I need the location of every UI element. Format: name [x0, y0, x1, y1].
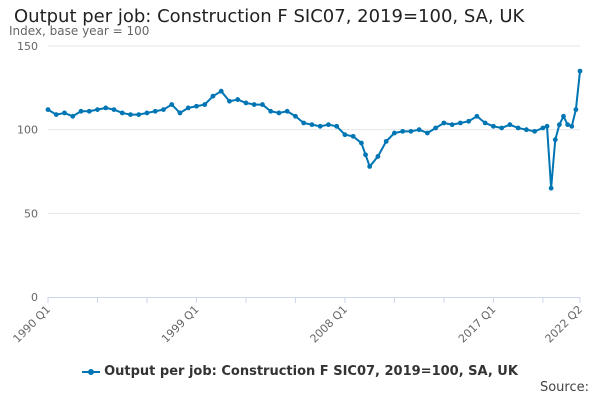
data-point[interactable] — [309, 122, 315, 128]
data-point[interactable] — [499, 125, 505, 131]
data-point[interactable] — [243, 100, 249, 106]
data-point[interactable] — [466, 118, 472, 124]
x-tick-label: 2022 Q2 — [543, 303, 586, 346]
data-point[interactable] — [152, 108, 158, 114]
data-point[interactable] — [144, 110, 150, 116]
y-axis-ticks: 0 50 100 150 — [17, 40, 38, 304]
y-tick-label: 0 — [31, 291, 38, 304]
data-point[interactable] — [301, 120, 307, 126]
data-point[interactable] — [210, 93, 216, 99]
x-axis: 1990 Q1 1999 Q1 2008 Q1 2017 Q1 2022 Q2 — [11, 297, 586, 346]
data-point[interactable] — [95, 107, 100, 112]
data-point[interactable] — [569, 123, 575, 129]
data-point[interactable] — [235, 97, 241, 102]
data-point[interactable] — [128, 112, 133, 118]
data-point[interactable] — [552, 137, 558, 143]
data-point[interactable] — [227, 98, 232, 104]
data-point[interactable] — [383, 138, 389, 144]
y-tick-label: 50 — [24, 207, 38, 220]
data-point[interactable] — [363, 152, 368, 158]
data-point[interactable] — [449, 122, 455, 128]
data-point[interactable] — [561, 113, 566, 119]
data-point[interactable] — [317, 123, 323, 129]
data-point[interactable] — [544, 123, 550, 129]
data-point[interactable] — [268, 108, 274, 114]
data-point[interactable] — [161, 107, 166, 112]
data-point[interactable] — [425, 130, 430, 136]
y-tick-label: 100 — [17, 124, 38, 137]
data-point[interactable] — [70, 113, 76, 119]
data-point[interactable] — [218, 88, 224, 94]
data-point[interactable] — [78, 108, 84, 114]
data-point[interactable] — [408, 128, 414, 134]
data-point[interactable] — [284, 108, 290, 114]
y-tick-label: 150 — [17, 40, 38, 53]
source-label: Source: — [539, 380, 589, 395]
chart-title: Output per job: Construction F SIC07, 20… — [14, 6, 525, 27]
data-point[interactable] — [359, 140, 364, 146]
data-point[interactable] — [350, 133, 356, 139]
data-point[interactable] — [548, 185, 554, 191]
legend[interactable]: Output per job: Construction F SIC07, 20… — [0, 364, 600, 381]
data-point[interactable] — [474, 113, 480, 119]
data-point[interactable] — [293, 113, 298, 119]
data-point[interactable] — [556, 122, 562, 128]
data-point[interactable] — [136, 112, 142, 118]
legend-series-marker — [82, 367, 101, 377]
x-tick-label: 1999 Q1 — [159, 303, 202, 346]
data-point[interactable] — [458, 120, 463, 126]
chart-subtitle: Index, base year = 100 — [9, 24, 150, 38]
data-point[interactable] — [276, 110, 282, 116]
legend-series-label: Output per job: Construction F SIC07, 20… — [104, 364, 518, 379]
data-point[interactable] — [169, 102, 175, 107]
data-point[interactable] — [185, 105, 191, 111]
data-point[interactable] — [540, 125, 546, 131]
data-point[interactable] — [507, 122, 513, 128]
data-point[interactable] — [251, 102, 257, 107]
x-tick-label: 2008 Q1 — [308, 303, 351, 346]
data-point[interactable] — [400, 128, 406, 134]
data-point[interactable] — [103, 105, 109, 111]
x-tick-label: 1990 Q1 — [11, 303, 54, 346]
data-point[interactable] — [573, 107, 579, 112]
data-point[interactable] — [62, 110, 67, 116]
data-point[interactable] — [441, 120, 447, 126]
data-point[interactable] — [342, 132, 348, 138]
data-point[interactable] — [111, 107, 117, 112]
data-point[interactable] — [523, 127, 529, 133]
data-point[interactable] — [45, 107, 51, 112]
data-point[interactable] — [334, 123, 340, 129]
data-point[interactable] — [482, 120, 488, 126]
data-point[interactable] — [194, 103, 199, 109]
data-point[interactable] — [367, 164, 373, 169]
x-tick-label: 2017 Q1 — [456, 303, 499, 346]
data-point[interactable] — [515, 125, 521, 131]
data-point[interactable] — [433, 125, 439, 131]
data-point[interactable] — [202, 102, 208, 107]
grid-lines — [48, 45, 580, 214]
data-point[interactable] — [491, 123, 496, 129]
data-point[interactable] — [577, 68, 583, 74]
data-point[interactable] — [532, 128, 538, 134]
data-point[interactable] — [86, 108, 92, 114]
data-point[interactable] — [375, 154, 381, 159]
data-point[interactable] — [392, 130, 397, 136]
data-point[interactable] — [326, 122, 331, 128]
data-point[interactable] — [416, 127, 422, 133]
data-point[interactable] — [565, 122, 571, 128]
series-group — [45, 68, 583, 191]
data-point[interactable] — [119, 110, 125, 116]
data-point[interactable] — [177, 110, 183, 116]
data-point[interactable] — [53, 112, 59, 118]
data-point[interactable] — [260, 102, 265, 107]
